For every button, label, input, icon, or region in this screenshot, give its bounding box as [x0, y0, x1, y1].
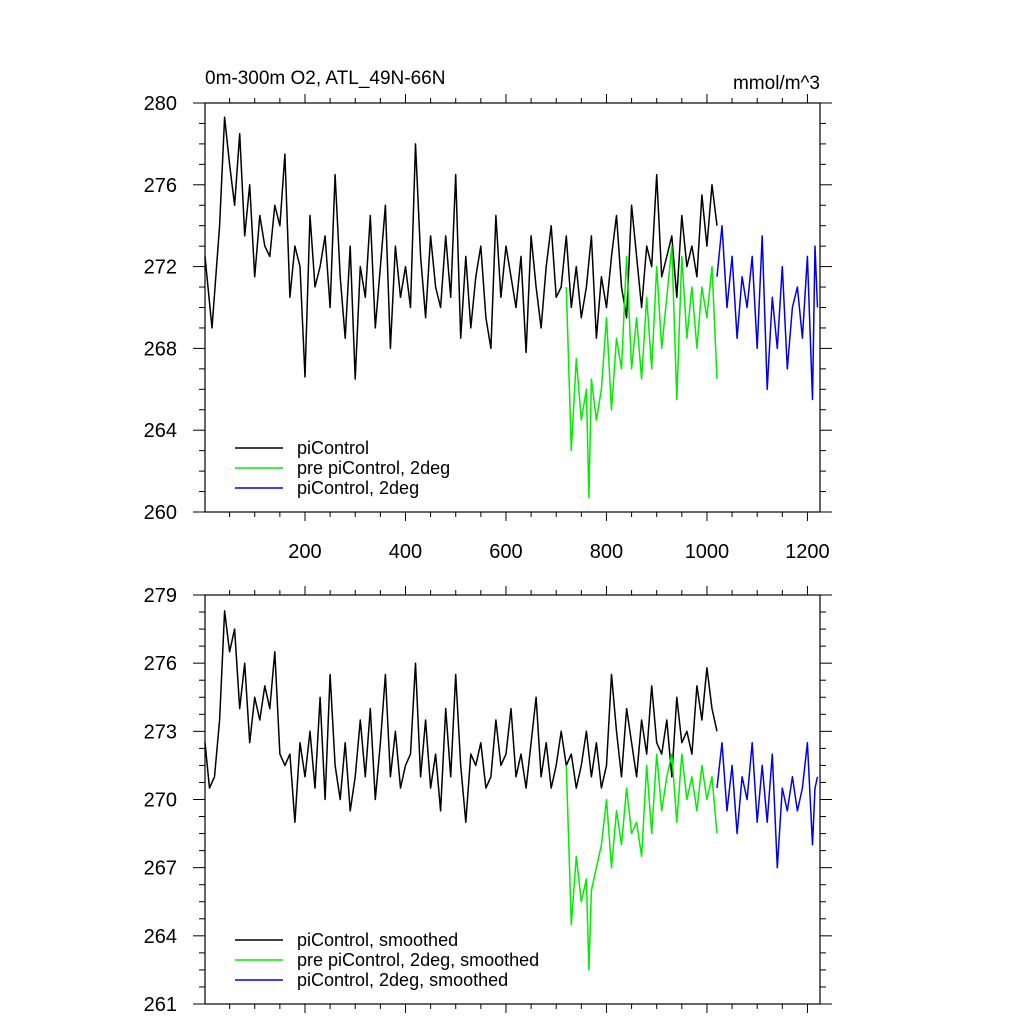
series-line-3	[716, 224, 819, 401]
legend-label: piControl	[297, 438, 369, 458]
legend-label: pre piControl, 2deg, smoothed	[297, 950, 539, 970]
x-tick-label: 1200	[785, 541, 830, 563]
y-tick-label: 279	[144, 585, 177, 607]
panel-1: 200 400 600 800 1000 1200 260 264 268 272 276 280 0m…	[144, 68, 832, 563]
x-tick-label: 1000	[685, 541, 730, 563]
series-line-2	[565, 753, 718, 971]
series-line-1	[204, 610, 718, 823]
y-tick-label: 276	[144, 175, 177, 197]
legend-label: pre piControl, 2deg	[297, 458, 450, 478]
series-line-2	[565, 245, 718, 499]
panel-2: 261 264 267 270 273 276 279 piControl, smoothed…	[144, 585, 832, 1016]
y-tick-label: 280	[144, 93, 177, 115]
y-tick-label: 261	[144, 994, 177, 1016]
series-line-1	[204, 116, 718, 380]
y-tick-label: 270	[144, 790, 177, 812]
series-line-3	[716, 741, 819, 869]
chart-title: 0m-300m O2, ATL_49N-66N	[205, 68, 445, 89]
y-tick-label: 276	[144, 653, 177, 675]
y-tick-label: 268	[144, 338, 177, 360]
legend-label: piControl, smoothed	[297, 930, 458, 950]
units-label: mmol/m^3	[733, 73, 820, 94]
x-tick-label: 400	[389, 541, 422, 563]
legend-label: piControl, 2deg, smoothed	[297, 970, 508, 990]
x-tick-label: 600	[489, 541, 522, 563]
y-tick-label: 264	[144, 926, 177, 948]
x-tick-label: 800	[590, 541, 623, 563]
y-tick-label: 260	[144, 502, 177, 524]
y-tick-label: 267	[144, 858, 177, 880]
y-tick-label: 273	[144, 721, 177, 743]
y-tick-label: 272	[144, 257, 177, 279]
legend-label: piControl, 2deg	[297, 478, 419, 498]
x-tick-label: 200	[288, 541, 321, 563]
y-tick-label: 264	[144, 420, 177, 442]
